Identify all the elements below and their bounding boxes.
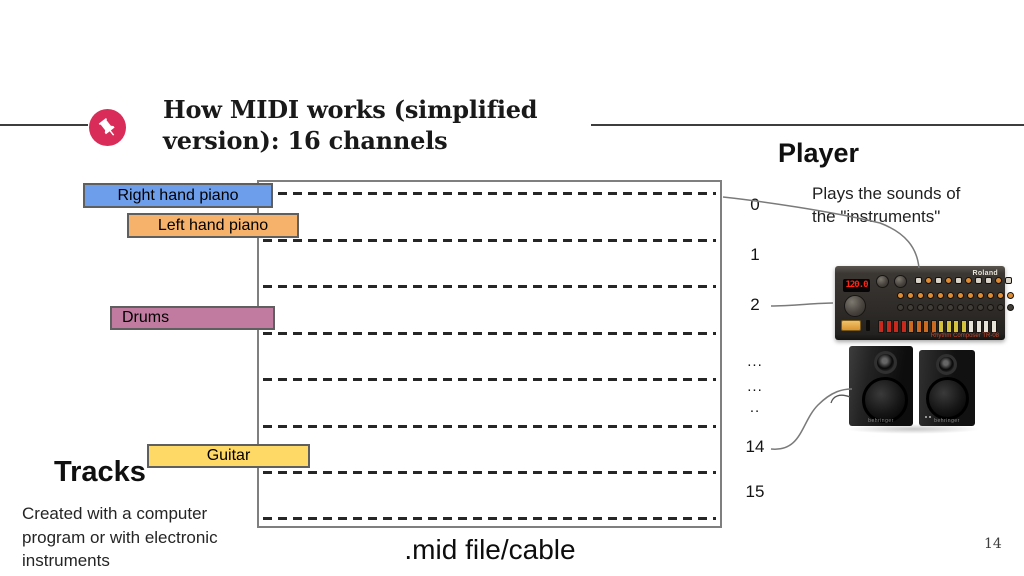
channel-label-ellipsis: .. bbox=[740, 398, 770, 418]
channel-dashed-line bbox=[263, 425, 716, 428]
pushpin-icon bbox=[98, 117, 115, 136]
drum-machine-knob bbox=[844, 295, 866, 317]
track-right-hand-piano: Right hand piano bbox=[83, 183, 273, 208]
speakers-shadow bbox=[845, 424, 981, 434]
page-number: 14 bbox=[984, 536, 1002, 552]
drum-machine-brand-label: Roland bbox=[972, 270, 998, 277]
speaker-brand-label: behringer bbox=[934, 418, 960, 424]
slide-title-line2: version): 16 channels bbox=[163, 126, 448, 155]
channel-dashed-line bbox=[263, 378, 716, 381]
drum-machine-buttons bbox=[915, 277, 1012, 284]
pin-badge bbox=[89, 109, 126, 146]
channel-label-ellipsis: ... bbox=[740, 377, 770, 397]
speakers-image: behringer behringer bbox=[843, 342, 983, 434]
slide-title-line1: How MIDI works (simplified bbox=[163, 95, 538, 124]
channel-dashed-line bbox=[263, 285, 716, 288]
drum-machine-knob bbox=[894, 275, 907, 288]
drum-machine-step-buttons bbox=[878, 320, 997, 333]
drum-machine-model-label: Rhythm Composer TR-08 bbox=[930, 333, 999, 339]
slide-title: How MIDI works (simplified version): 16 … bbox=[163, 94, 538, 156]
drum-machine-knob-row bbox=[897, 304, 1014, 311]
speaker-brand-label: behringer bbox=[868, 418, 894, 424]
tweeter-icon bbox=[936, 354, 957, 375]
tracks-heading: Tracks bbox=[54, 456, 146, 488]
channel-label-1: 1 bbox=[740, 245, 770, 265]
drum-machine-knob bbox=[876, 275, 889, 288]
track-drums: Drums bbox=[110, 306, 275, 330]
speaker-left: behringer bbox=[849, 346, 913, 426]
drum-machine-image: 120.0 Roland Rhythm Composer TR-08 bbox=[835, 266, 1014, 340]
track-left-hand-piano: Left hand piano bbox=[127, 213, 299, 238]
drum-machine-switch bbox=[866, 320, 870, 331]
channel-label-ellipsis: ... bbox=[740, 352, 770, 372]
channel-dashed-line bbox=[263, 332, 716, 335]
channel-dashed-line bbox=[263, 471, 716, 474]
speaker-right: behringer bbox=[919, 350, 975, 426]
track-guitar: Guitar bbox=[147, 444, 310, 468]
channel-grid bbox=[257, 180, 722, 528]
drum-machine-pad bbox=[841, 320, 861, 331]
channel-dashed-line bbox=[263, 517, 716, 520]
mid-file-cable-label: .mid file/cable bbox=[404, 534, 576, 565]
player-description: Plays the sounds of the "instruments" bbox=[812, 184, 961, 226]
channel-dashed-line bbox=[263, 192, 716, 195]
woofer-icon bbox=[926, 377, 969, 420]
player-heading: Player bbox=[778, 138, 860, 168]
drum-machine-knob-row bbox=[897, 292, 1014, 299]
channel-label-15: 15 bbox=[740, 482, 770, 502]
channel-label-2: 2 bbox=[740, 295, 770, 315]
speaker-leds bbox=[925, 416, 931, 418]
connector-channel14-to-speakers bbox=[770, 388, 853, 450]
header-divider-left bbox=[0, 124, 88, 126]
tracks-description: Created with a computer program or with … bbox=[22, 504, 218, 570]
header-divider-right bbox=[591, 124, 1024, 126]
channel-label-14: 14 bbox=[740, 437, 770, 457]
channel-dashed-line bbox=[263, 239, 716, 242]
connector-channel2-to-drum-machine bbox=[770, 302, 834, 307]
woofer-icon bbox=[862, 377, 908, 423]
drum-machine-led-display: 120.0 bbox=[843, 279, 870, 292]
tweeter-icon bbox=[874, 351, 897, 374]
channel-label-0: 0 bbox=[740, 195, 770, 215]
